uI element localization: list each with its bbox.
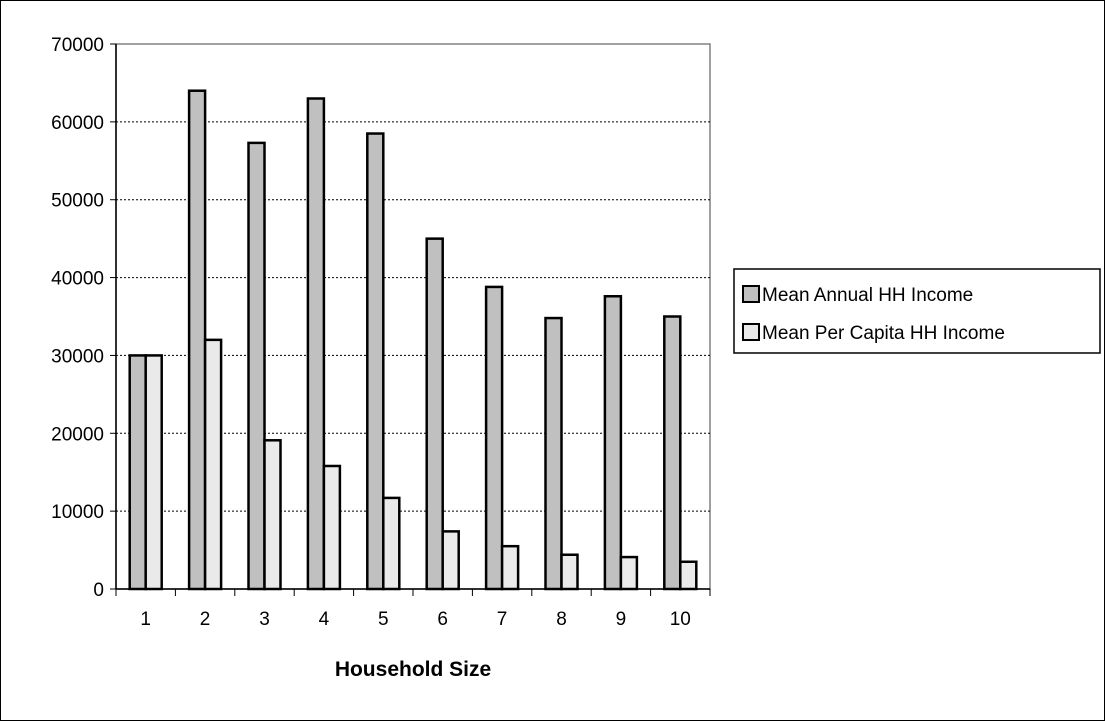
bar-annual-5 <box>366 132 385 591</box>
legend-box <box>733 268 1101 354</box>
x-axis-title: Household Size <box>335 658 491 681</box>
bar-annual-8 <box>544 316 563 591</box>
x-tick-label: 5 <box>378 609 389 630</box>
legend-swatch <box>742 323 760 341</box>
y-tick-label: 50000 <box>51 191 104 212</box>
legend-swatch <box>742 285 760 303</box>
bar-annual-6 <box>425 237 444 591</box>
x-tick-label: 8 <box>556 609 567 630</box>
bars <box>128 89 698 591</box>
bar-per-capita-3 <box>263 439 282 591</box>
bar-annual-9 <box>603 295 623 591</box>
y-tick-label: 60000 <box>51 113 104 134</box>
bar-per-capita-1 <box>144 354 163 591</box>
bar-annual-4 <box>306 97 326 591</box>
x-tick-label: 3 <box>259 609 270 630</box>
bar-per-capita-8 <box>560 553 579 591</box>
bar-per-capita-6 <box>441 530 460 591</box>
bar-annual-3 <box>247 141 266 591</box>
x-tick-label: 7 <box>497 609 508 630</box>
y-tick-label: 20000 <box>51 424 104 445</box>
legend-label: Mean Annual HH Income <box>762 285 973 306</box>
bar-per-capita-7 <box>500 544 520 591</box>
bar-per-capita-5 <box>382 496 401 591</box>
bar-per-capita-2 <box>203 338 223 591</box>
x-tick-label: 1 <box>140 609 151 630</box>
bar-annual-1 <box>128 354 147 591</box>
bar-per-capita-10 <box>679 560 698 591</box>
axes: 0 10000 20000 30000 40000 50000 60000 70000 1 2 3 4… <box>51 35 711 630</box>
y-tick-label: 0 <box>93 580 104 601</box>
bar-annual-2 <box>187 89 207 591</box>
bar-per-capita-9 <box>619 555 639 591</box>
y-tick-label: 30000 <box>51 346 104 367</box>
x-tick-label: 10 <box>670 609 691 630</box>
bar-per-capita-4 <box>322 464 342 591</box>
bar-annual-10 <box>663 315 682 591</box>
legend: Mean Annual HH Income Mean Per Capita HH … <box>733 268 1101 354</box>
x-tick-label: 2 <box>200 609 211 630</box>
legend-label: Mean Per Capita HH Income <box>762 323 1005 344</box>
y-tick-label: 40000 <box>51 269 104 290</box>
y-tick-label: 70000 <box>51 35 104 56</box>
y-tick-label: 10000 <box>51 502 104 523</box>
x-tick-label: 6 <box>437 609 448 630</box>
x-tick-label: 9 <box>616 609 627 630</box>
bar-annual-7 <box>484 285 504 591</box>
x-tick-label: 4 <box>319 609 330 630</box>
